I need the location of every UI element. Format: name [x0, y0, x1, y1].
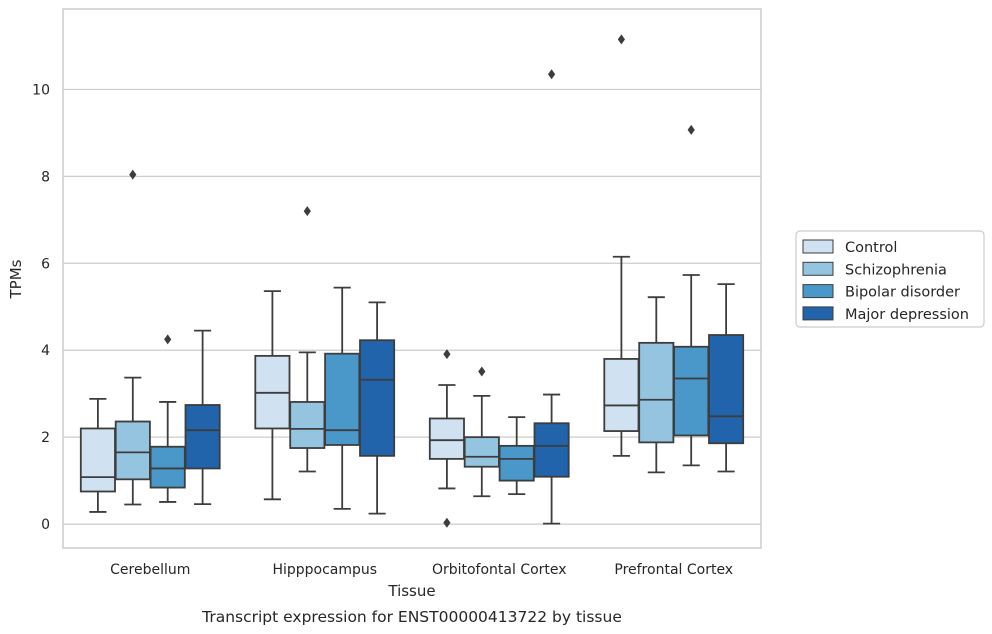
box-iqr [149, 445, 186, 489]
outlier-point [687, 124, 695, 135]
legend-item: Control [802, 239, 897, 256]
box-1-0 [114, 169, 151, 506]
y-axis-title: TPMs [7, 259, 25, 299]
box-3-0 [184, 329, 221, 505]
box-2-1 [324, 286, 361, 510]
box-iqr [463, 436, 500, 468]
legend-item: Bipolar disorder [802, 284, 960, 301]
box-iqr [498, 444, 535, 482]
legend-swatch [802, 306, 834, 321]
x-axis-title: Tissue [387, 582, 435, 600]
outlier-point [548, 69, 556, 80]
y-tick-label: 2 [41, 430, 50, 446]
box-0-3 [603, 34, 640, 457]
legend-label: Control [845, 240, 897, 256]
box-1-1 [289, 206, 326, 473]
y-tick-label: 8 [41, 169, 50, 185]
box-series [79, 34, 745, 528]
legend-label: Major depression [845, 307, 969, 323]
box-0-2 [428, 349, 465, 528]
y-tick-labels: 0 2 4 6 8 10 [32, 82, 50, 533]
legend-swatch [802, 284, 834, 299]
y-tick-label: 6 [41, 256, 50, 272]
legend: Control Schizophrenia Bipolar disorder Majo… [795, 230, 985, 328]
y-tick-label: 4 [41, 343, 50, 359]
box-iqr [184, 404, 221, 470]
box-2-2 [498, 416, 535, 496]
legend-box [795, 230, 985, 328]
x-tick-label: Cerebellum [110, 562, 190, 578]
x-tick-label: Prefrontal Cortex [614, 562, 733, 578]
outlier-point [443, 517, 451, 528]
x-tick-labels: Cerebellum Hipppocampus Orbitofontal Corte… [110, 562, 733, 578]
box-iqr [359, 339, 396, 457]
plot-border [62, 8, 762, 549]
outlier-point [129, 169, 137, 180]
outlier-point [164, 334, 172, 345]
x-tick-label: Hipppocampus [272, 562, 377, 578]
outlier-point [443, 349, 451, 360]
box-iqr [79, 427, 116, 493]
box-iqr [708, 334, 745, 445]
legend-item: Schizophrenia [802, 261, 947, 278]
legend-label: Schizophrenia [845, 262, 947, 278]
box-iqr [428, 417, 465, 460]
box-iqr [114, 420, 151, 481]
gridlines [63, 88, 761, 525]
box-3-2 [533, 69, 570, 525]
outlier-point [478, 366, 486, 377]
box-1-2 [463, 366, 500, 498]
box-0-0 [79, 398, 116, 513]
box-0-1 [254, 290, 291, 501]
box-iqr [638, 341, 675, 444]
plot-frame [62, 8, 762, 549]
x-tick-label: Orbitofontal Cortex [432, 562, 567, 578]
box-iqr [603, 358, 640, 432]
legend-label: Bipolar disorder [845, 285, 960, 301]
box-iqr [324, 352, 361, 446]
box-iqr [289, 401, 326, 449]
box-3-1 [359, 301, 396, 515]
box-iqr [533, 422, 570, 478]
legend-swatch [802, 261, 834, 276]
legend-swatch [802, 239, 834, 254]
box-1-3 [638, 296, 675, 474]
outlier-point [617, 34, 625, 45]
y-tick-label: 10 [32, 82, 50, 98]
y-tick-label: 0 [41, 517, 50, 533]
legend-item: Major depression [802, 306, 969, 323]
chart-caption: Transcript expression for ENST0000041372… [201, 608, 622, 626]
box-3-3 [708, 283, 745, 473]
outlier-point [303, 206, 311, 217]
box-iqr [673, 345, 710, 437]
box-2-0 [149, 334, 186, 503]
